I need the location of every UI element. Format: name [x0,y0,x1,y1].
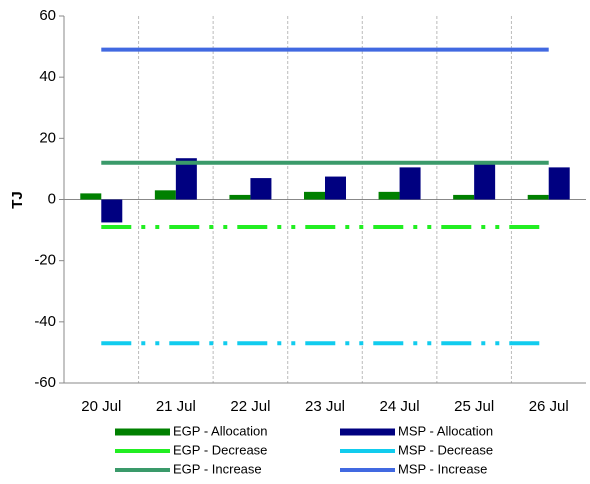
bar [80,193,102,200]
y-tick-label: -20 [34,252,56,269]
x-tick-label: 26 Jul [529,398,569,415]
bar [304,191,325,200]
y-tick-label: 0 [48,190,56,207]
x-tick-label: 22 Jul [230,398,270,415]
bar [399,167,421,200]
bar [527,194,549,200]
bar [474,162,496,200]
x-tick-label: 24 Jul [380,398,420,415]
y-tick-label: 20 [39,129,56,146]
bar [548,167,570,200]
y-tick-label: 60 [39,7,56,24]
bar [453,194,475,200]
bar [325,176,346,200]
legend-swatch [115,428,170,436]
legend-label: EGP - Allocation [173,423,267,438]
legend-label: EGP - Decrease [173,442,267,457]
bar [250,178,272,200]
bar [101,199,123,223]
y-tick-label: -60 [34,374,56,391]
y-tick-label: 40 [39,68,56,85]
y-tick-label: -40 [34,313,56,330]
x-tick-label: 25 Jul [454,398,494,415]
x-tick-label: 20 Jul [81,398,121,415]
legend-label: MSP - Decrease [398,442,493,457]
bar [175,158,197,200]
y-axis-label: TJ [9,191,26,209]
bar [229,194,251,200]
bar [154,190,176,200]
x-tick-label: 21 Jul [156,398,196,415]
legend-swatch [340,428,395,436]
legend-label: MSP - Increase [398,461,487,476]
legend-label: EGP - Increase [173,461,262,476]
x-tick-label: 23 Jul [305,398,345,415]
bar [378,191,400,200]
legend-label: MSP - Allocation [398,423,493,438]
